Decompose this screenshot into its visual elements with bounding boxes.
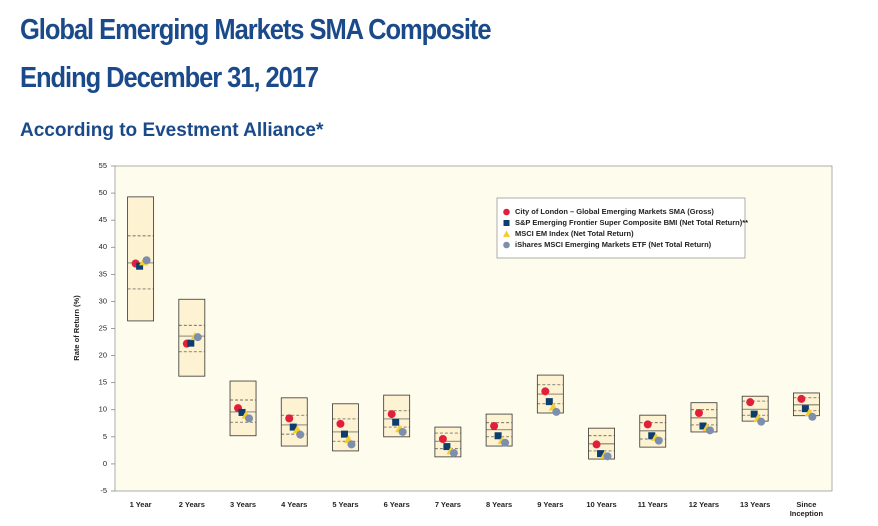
marker — [746, 398, 755, 407]
y-tick-label: 50 — [99, 188, 107, 197]
x-tick-label: 5 Years — [332, 500, 359, 509]
marker — [597, 450, 605, 458]
legend-swatch — [503, 241, 510, 249]
range-box — [792, 392, 820, 417]
marker — [750, 410, 758, 418]
marker — [392, 418, 400, 426]
x-tick-label: 7 Years — [434, 500, 461, 509]
marker — [705, 426, 714, 435]
x-tick-label: 9 Years — [537, 500, 564, 509]
legend-swatch — [503, 208, 510, 216]
marker — [603, 452, 612, 461]
range-box — [280, 397, 308, 447]
range-box — [229, 380, 257, 437]
x-tick-label: 8 Years — [486, 500, 513, 509]
x-tick-label: 4 Years — [281, 500, 308, 509]
y-tick-label: 10 — [99, 405, 107, 414]
legend-label: City of London – Global Emerging Markets… — [515, 207, 714, 216]
marker — [648, 432, 656, 440]
marker — [757, 417, 766, 426]
x-tick-label: 6 Years — [383, 500, 410, 509]
marker — [285, 414, 294, 423]
x-tick-label: 11 Years — [637, 500, 668, 509]
legend-label: S&P Emerging Frontier Super Composite BM… — [515, 218, 748, 227]
x-tick-label: 13 Years — [740, 500, 771, 509]
marker — [490, 422, 499, 430]
legend-swatch — [503, 230, 510, 237]
y-tick-label: 40 — [99, 242, 107, 251]
marker — [545, 398, 553, 406]
marker — [238, 408, 246, 416]
y-tick-label: 5 — [103, 432, 107, 441]
y-tick-label: 0 — [103, 459, 107, 468]
marker — [699, 422, 707, 430]
legend — [496, 197, 746, 259]
marker — [340, 430, 348, 438]
marker — [245, 414, 254, 423]
marker — [592, 440, 601, 449]
x-tick-label: 3 Years — [229, 500, 257, 509]
y-tick-label: 20 — [99, 351, 107, 360]
marker — [347, 440, 356, 449]
marker — [398, 427, 407, 436]
y-tick-label: 25 — [99, 323, 107, 332]
marker — [643, 420, 652, 429]
range-box — [127, 196, 155, 322]
x-tick-label: 2 Years — [178, 500, 205, 509]
y-tick-label: 35 — [99, 269, 107, 278]
marker — [449, 449, 458, 458]
marker — [694, 409, 703, 417]
marker — [187, 339, 195, 347]
legend-swatch — [503, 220, 510, 226]
y-tick-label: 30 — [99, 296, 107, 305]
x-tick-label: Since Inception — [789, 500, 824, 518]
y-tick-label: 45 — [99, 215, 107, 224]
marker — [136, 262, 144, 270]
marker — [193, 333, 202, 342]
y-axis-label: Rate of Return (%) — [72, 295, 81, 361]
marker — [552, 407, 561, 416]
marker — [797, 394, 806, 403]
marker — [142, 256, 151, 265]
marker — [541, 387, 550, 396]
marker — [494, 432, 502, 440]
y-tick-label: -5 — [100, 486, 107, 495]
subtitle: According to Evestment Alliance* — [20, 120, 324, 141]
marker — [387, 410, 396, 419]
marker — [501, 438, 510, 447]
marker — [289, 423, 297, 431]
title: Ending December 31, 2017 — [20, 62, 319, 94]
x-tick-label: 12 Years — [688, 500, 720, 509]
legend-label: iShares MSCI Emerging Markets ETF (Net T… — [515, 240, 712, 249]
x-tick-label: 10 Years — [586, 500, 617, 509]
title: Global Emerging Markets SMA Composite — [20, 14, 492, 46]
marker — [296, 430, 305, 439]
y-tick-label: 55 — [99, 161, 107, 170]
marker — [654, 436, 663, 445]
legend-label: MSCI EM Index (Net Total Return) — [515, 229, 634, 238]
marker — [443, 443, 451, 451]
marker — [801, 405, 809, 413]
y-tick-label: 15 — [99, 378, 107, 387]
marker — [438, 435, 447, 443]
x-tick-label: 1 Year — [129, 500, 152, 509]
marker — [808, 412, 817, 421]
marker — [336, 419, 345, 428]
